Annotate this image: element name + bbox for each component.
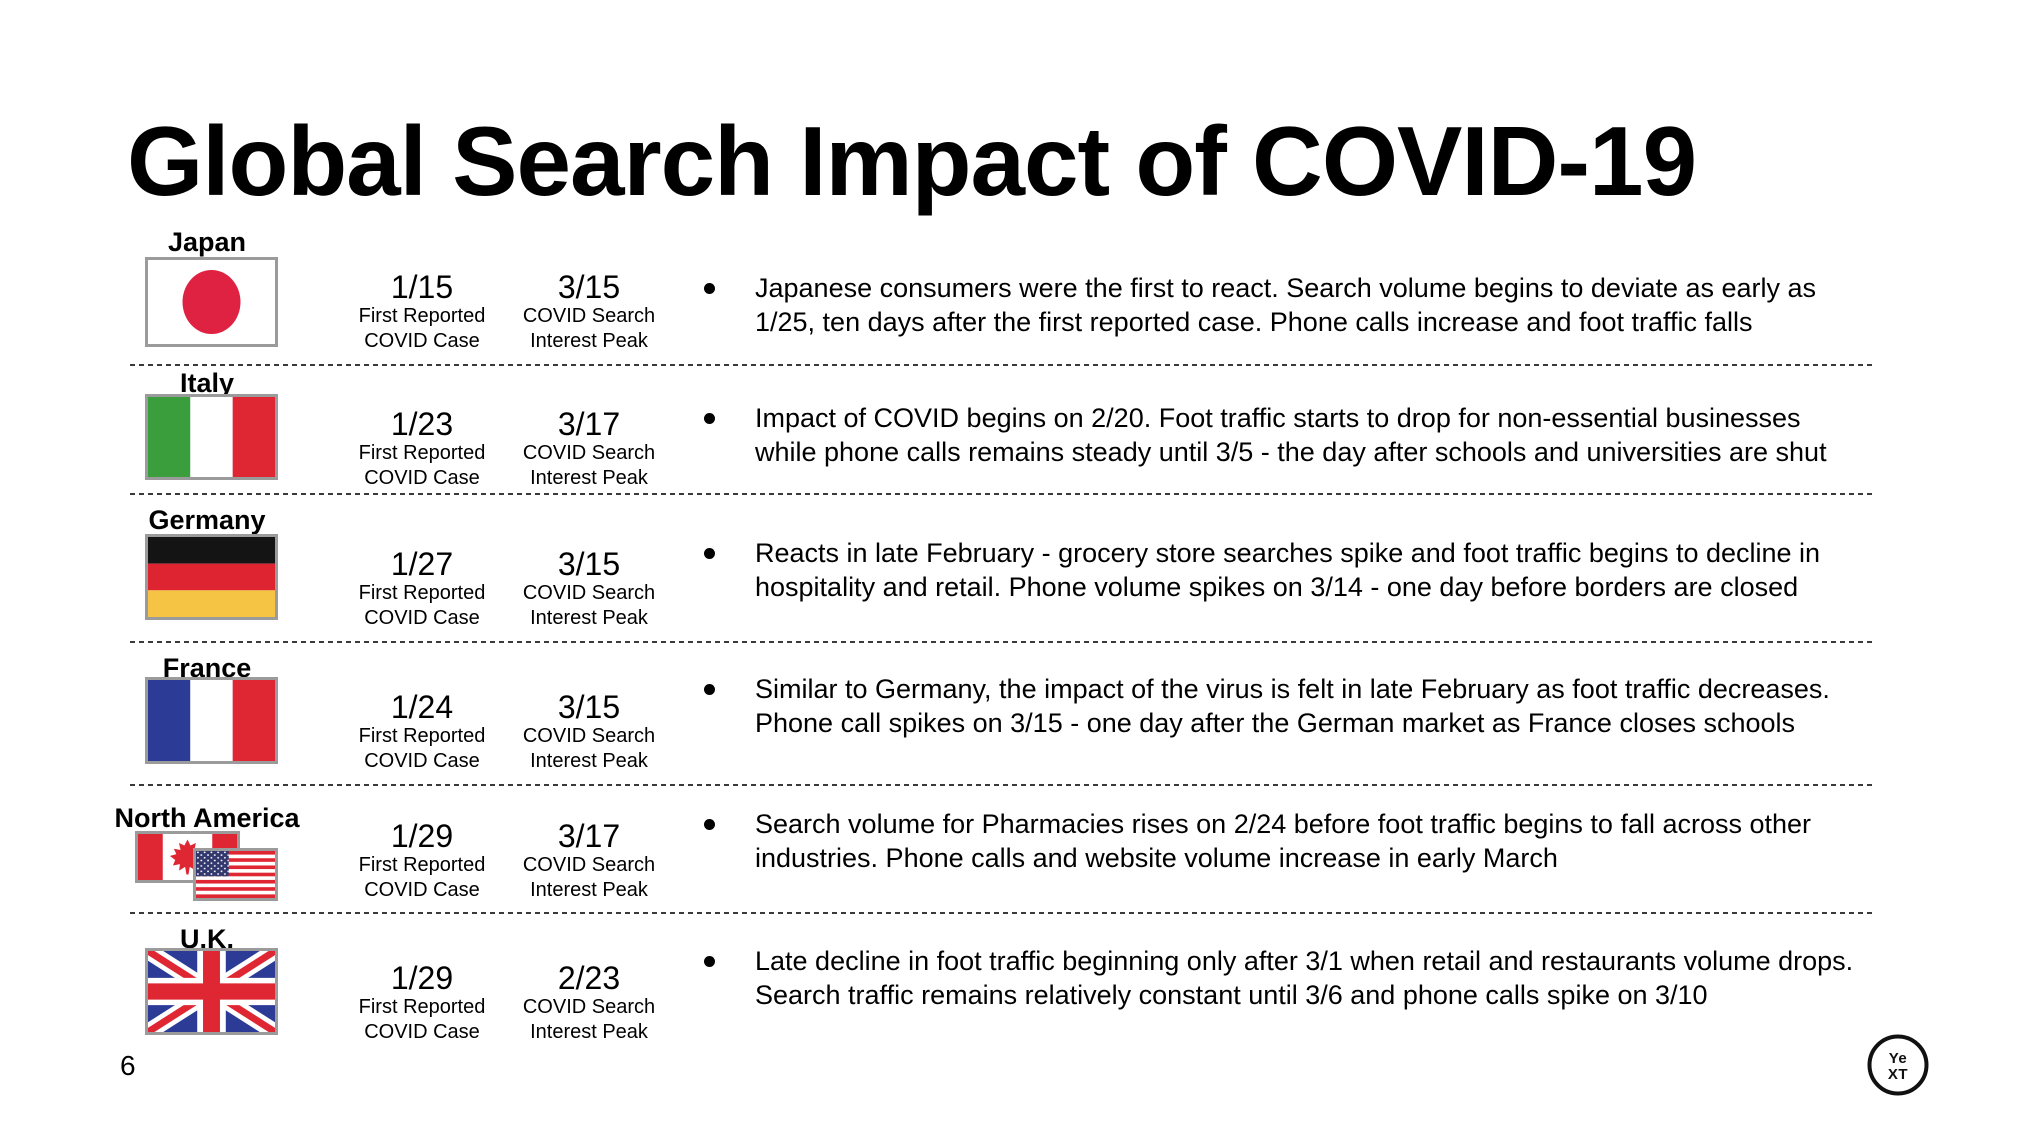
search-peak-label: COVID Search Interest Peak xyxy=(522,854,656,901)
bullet-text: Search volume for Pharmacies rises on 2/… xyxy=(755,809,1812,873)
svg-text:XT: XT xyxy=(1888,1066,1908,1083)
bullet-dot xyxy=(704,956,715,967)
first-case-label: First Reported COVID Case xyxy=(358,996,486,1043)
first-case-date: 1/29 xyxy=(390,960,454,996)
first-case-label: First Reported COVID Case xyxy=(358,442,486,489)
country-label: Italy xyxy=(179,368,235,398)
uk-flag-icon xyxy=(145,948,278,1035)
japan-flag-icon xyxy=(145,257,278,347)
first-case-label: First Reported COVID Case xyxy=(358,305,486,352)
page-number: 6 xyxy=(120,1050,136,1081)
first-case-date: 1/23 xyxy=(390,406,454,442)
row-divider xyxy=(130,364,1875,366)
search-peak-date: 3/17 xyxy=(557,818,621,854)
germany-flag-icon xyxy=(145,534,278,620)
bullet-text: Reacts in late February - grocery store … xyxy=(755,538,1821,602)
bullet-text: Japanese consumers were the first to rea… xyxy=(755,273,1817,337)
bullet-text: Similar to Germany, the impact of the vi… xyxy=(755,674,1830,738)
first-case-label: First Reported COVID Case xyxy=(358,725,486,772)
page-title: Global Search Impact of COVID-19 xyxy=(127,106,1697,216)
bullet-text: Impact of COVID begins on 2/20. Foot tra… xyxy=(755,403,1827,467)
row-divider xyxy=(130,641,1875,643)
svg-text:Ye: Ye xyxy=(1889,1050,1908,1067)
row-divider xyxy=(130,784,1875,786)
yext-logo: Ye XT xyxy=(1865,1032,1931,1098)
country-label: North America xyxy=(114,803,300,833)
usa-flag-icon xyxy=(193,848,278,901)
first-case-label: First Reported COVID Case xyxy=(358,854,486,901)
row-divider xyxy=(130,912,1875,914)
france-flag-icon xyxy=(145,677,278,764)
row-divider xyxy=(130,493,1875,495)
search-peak-label: COVID Search Interest Peak xyxy=(522,305,656,352)
italy-flag-icon xyxy=(145,394,278,480)
bullet-dot xyxy=(704,819,715,830)
search-peak-label: COVID Search Interest Peak xyxy=(522,996,656,1043)
bullet-dot xyxy=(704,413,715,424)
first-case-date: 1/29 xyxy=(390,818,454,854)
search-peak-date: 2/23 xyxy=(557,960,621,996)
search-peak-label: COVID Search Interest Peak xyxy=(522,582,656,629)
first-case-label: First Reported COVID Case xyxy=(358,582,486,629)
first-case-date: 1/24 xyxy=(390,689,454,725)
first-case-date: 1/27 xyxy=(390,546,454,582)
first-case-date: 1/15 xyxy=(390,269,454,305)
search-peak-date: 3/15 xyxy=(557,269,621,305)
search-peak-label: COVID Search Interest Peak xyxy=(522,725,656,772)
bullet-text: Late decline in foot traffic beginning o… xyxy=(755,946,1854,1010)
search-peak-date: 3/15 xyxy=(557,546,621,582)
search-peak-date: 3/15 xyxy=(557,689,621,725)
bullet-dot xyxy=(704,684,715,695)
search-peak-label: COVID Search Interest Peak xyxy=(522,442,656,489)
country-label: Germany xyxy=(148,505,266,535)
search-peak-date: 3/17 xyxy=(557,406,621,442)
bullet-dot xyxy=(704,548,715,559)
country-label: Japan xyxy=(167,227,247,257)
bullet-dot xyxy=(704,283,715,294)
